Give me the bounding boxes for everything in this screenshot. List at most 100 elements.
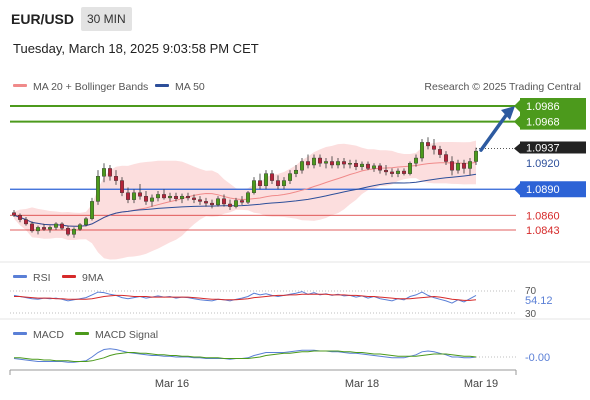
candle-body-0 xyxy=(11,212,16,216)
candle-body-65 xyxy=(402,170,407,174)
price-tag-1-0986: 1.0986 xyxy=(526,101,560,113)
candle-body-42 xyxy=(264,173,269,186)
candle-body-16 xyxy=(107,168,112,177)
price-tag-pointer-1-0986 xyxy=(514,100,520,112)
candle-body-53 xyxy=(330,161,335,166)
candle-body-34 xyxy=(215,198,220,206)
legend-swatch-ma20 xyxy=(13,84,27,87)
rsi-level-label-30: 30 xyxy=(525,309,537,320)
rsi-legend: RSI 9MA xyxy=(13,272,104,284)
candle-body-22 xyxy=(143,195,148,202)
legend-label-ma50: MA 50 xyxy=(175,81,205,93)
candle-body-14 xyxy=(95,176,100,202)
candle-body-36 xyxy=(227,203,232,207)
candle-body-39 xyxy=(245,192,250,203)
candle-body-56 xyxy=(348,163,353,165)
candle-body-76 xyxy=(468,161,473,169)
candle-body-70 xyxy=(432,145,437,150)
price-tag-pointer-1-0968 xyxy=(514,115,520,128)
candle-body-50 xyxy=(312,157,317,166)
price-tag-1-0843: 1.0843 xyxy=(526,225,560,237)
candle-body-13 xyxy=(89,201,94,219)
candle-body-44 xyxy=(276,180,281,186)
x-axis: Mar 16 Mar 18 Mar 19 xyxy=(9,369,517,390)
main-legend: MA 20 + Bollinger Bands MA 50 Research ©… xyxy=(13,81,581,93)
candle-body-43 xyxy=(270,173,275,181)
candle-body-26 xyxy=(167,195,172,199)
candle-body-68 xyxy=(420,142,425,159)
candle-body-12 xyxy=(83,218,88,225)
price-tag-1-0890: 1.0890 xyxy=(526,184,560,196)
price-tag-bg-1-0968 xyxy=(520,113,586,130)
candle-body-25 xyxy=(161,194,166,199)
candle-body-49 xyxy=(306,161,311,166)
candle-body-55 xyxy=(342,161,347,165)
candle-body-5 xyxy=(42,227,47,230)
legend-label-ma20: MA 20 + Bollinger Bands xyxy=(33,81,148,93)
candle-body-69 xyxy=(426,142,431,147)
candle-body-77 xyxy=(474,150,479,162)
candle-body-73 xyxy=(450,161,455,171)
macd-panel: -0.00 xyxy=(13,348,550,364)
price-tag-1-0920: 1.0920 xyxy=(526,158,560,170)
candle-body-72 xyxy=(444,154,449,162)
candle-body-52 xyxy=(324,161,329,164)
legend-label-macd: MACD xyxy=(33,329,64,341)
legend-label-macd-signal: MACD Signal xyxy=(95,329,158,341)
candle-body-10 xyxy=(71,228,76,235)
bollinger-band xyxy=(14,140,476,260)
legend-swatch-9ma xyxy=(62,275,76,278)
macd-signal-line xyxy=(14,350,477,362)
projection-arrow-shaft xyxy=(479,112,509,152)
candle-body-37 xyxy=(233,200,238,207)
candle-body-48 xyxy=(300,161,305,171)
timeframe-button[interactable]: 30 MIN xyxy=(81,7,132,31)
candle-body-8 xyxy=(60,223,65,229)
candle-body-2 xyxy=(24,219,29,225)
projection-arrow xyxy=(479,106,515,152)
candle-body-58 xyxy=(360,163,365,167)
candle-body-46 xyxy=(288,173,293,181)
candle-body-27 xyxy=(173,195,178,199)
chart-header: EUR/USD 30 MIN Tuesday, March 18, 2025 9… xyxy=(0,0,590,70)
candle-body-74 xyxy=(456,163,461,171)
candle-body-4 xyxy=(36,227,41,232)
macd-line xyxy=(13,348,477,363)
rsi-line xyxy=(13,291,477,304)
candle-body-45 xyxy=(282,180,287,186)
price-tag-1-0968: 1.0968 xyxy=(526,117,560,129)
price-level-lines xyxy=(10,105,516,231)
candle-body-6 xyxy=(48,227,53,230)
candle-body-23 xyxy=(149,197,154,202)
x-tick-label-2: Mar 19 xyxy=(464,378,498,390)
candle-body-31 xyxy=(197,199,202,202)
price-tag-bg-1-0890 xyxy=(520,181,586,198)
candle-body-28 xyxy=(179,195,184,199)
candle-body-18 xyxy=(119,180,124,193)
candle-body-35 xyxy=(221,198,226,205)
candle-body-63 xyxy=(390,171,395,174)
legend-label-rsi: RSI xyxy=(33,272,51,284)
price-tag-bg-1-0937 xyxy=(520,141,586,154)
bollinger-band-area xyxy=(14,140,476,260)
candle-body-71 xyxy=(438,149,443,155)
legend-label-9ma: 9MA xyxy=(82,272,104,284)
legend-swatch-macd xyxy=(13,332,27,335)
ma50-line xyxy=(13,173,477,227)
candle-body-61 xyxy=(378,165,383,171)
legend-swatch-macd-signal xyxy=(75,332,89,335)
candle-body-62 xyxy=(384,169,389,173)
candle-body-3 xyxy=(30,223,35,232)
candle-body-75 xyxy=(462,163,467,169)
candle-body-59 xyxy=(366,163,371,169)
candle-body-41 xyxy=(258,180,263,186)
candle-body-51 xyxy=(318,157,323,164)
candle-body-20 xyxy=(131,192,136,200)
candle-body-33 xyxy=(209,202,214,206)
macd-legend: MACD MACD Signal xyxy=(13,329,158,341)
candle-body-64 xyxy=(396,170,401,174)
macd-value-label: -0.00 xyxy=(525,352,550,364)
candle-body-1 xyxy=(18,215,23,220)
candle-body-21 xyxy=(137,192,142,197)
